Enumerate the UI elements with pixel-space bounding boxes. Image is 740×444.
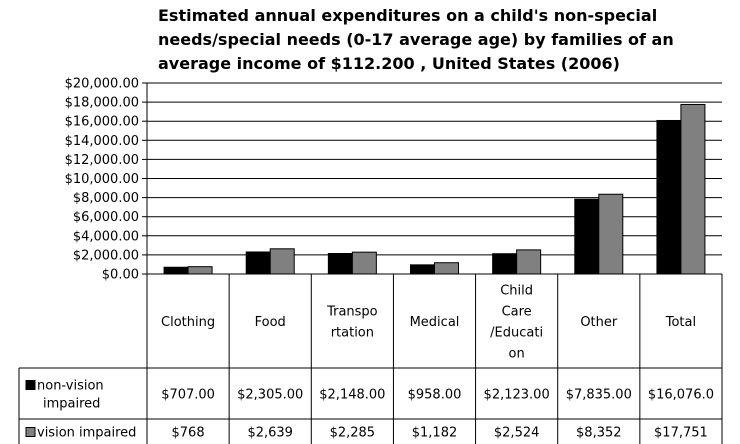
y-tick-label: $4,000.00	[73, 229, 139, 244]
category-label: Food	[255, 315, 286, 330]
legend-swatch	[25, 380, 36, 390]
table-cell-value: $2,524	[494, 426, 540, 441]
table-cell-value: $7,835.00	[566, 388, 632, 403]
bar-non-vision-impaired	[574, 198, 600, 275]
gridlines	[147, 82, 722, 275]
y-tick-label: $16,000.00	[65, 115, 139, 130]
table-cell-value: $707.00	[161, 388, 215, 403]
bar-non-vision-impaired	[410, 264, 435, 275]
y-tick-label: $2,000.00	[73, 248, 139, 263]
category-label: Transpo	[326, 305, 378, 320]
table-cell-value: $2,148.00	[319, 388, 385, 403]
bar-vision-impaired	[680, 103, 706, 275]
y-tick-label: $18,000.00	[65, 96, 139, 111]
bar-non-vision-impaired	[163, 266, 189, 275]
table-cell-value: $958.00	[408, 388, 462, 403]
bar-non-vision-impaired	[492, 253, 518, 275]
bar-vision-impaired	[351, 251, 377, 275]
table-cell-value: $2,305.00	[237, 388, 303, 403]
bar-vision-impaired	[187, 266, 213, 275]
category-label: Total	[665, 315, 696, 330]
data-table: Clothing Food Transpo rtation Medical Child Ca…	[18, 274, 723, 444]
y-tick-label: $6,000.00	[73, 210, 139, 225]
bars	[163, 103, 706, 275]
legend-label: non-vision	[37, 379, 104, 394]
bar-non-vision-impaired	[656, 119, 682, 275]
legend-label: impaired	[43, 397, 100, 412]
category-label: Care	[502, 305, 532, 320]
chart-title: Estimated annual expenditures on a child…	[158, 6, 674, 73]
table-cell-value: $2,123.00	[484, 388, 550, 403]
category-label: Medical	[410, 315, 460, 330]
legend-label: vision impaired	[37, 426, 136, 441]
table-cell-value: $17,751	[654, 426, 708, 441]
bar-vision-impaired	[516, 249, 542, 275]
y-tick-label: $20,000.00	[65, 77, 139, 92]
table-cell-value: $16,076.0	[648, 388, 714, 403]
table-cell-value: $2,285	[330, 426, 376, 441]
table-cell-value: $1,182	[412, 426, 458, 441]
category-label: on	[509, 347, 525, 362]
category-label: Child	[500, 284, 533, 299]
category-label: /Educati	[490, 326, 543, 341]
y-tick-label: $10,000.00	[65, 172, 139, 187]
legend-swatch	[25, 427, 36, 437]
category-label: rtation	[331, 326, 374, 341]
bar-non-vision-impaired	[245, 251, 271, 275]
category-label: Clothing	[161, 315, 215, 330]
bar-vision-impaired	[269, 248, 295, 275]
table-cell-value: $768	[172, 426, 205, 441]
bar-vision-impaired	[598, 193, 624, 275]
category-label: Other	[580, 315, 618, 330]
y-axis: $0.00 $2,000.00 $4,000.00 $6,000.00 $8,000.0…	[65, 77, 148, 283]
bar-non-vision-impaired	[327, 252, 353, 275]
table-cell-value: $8,352	[576, 426, 622, 441]
y-tick-label: $12,000.00	[65, 153, 139, 168]
bar-vision-impaired	[434, 262, 459, 275]
y-tick-label: $14,000.00	[65, 134, 139, 149]
y-tick-label: $8,000.00	[73, 191, 139, 206]
y-tick-label: $0.00	[102, 268, 139, 283]
table-cell-value: $2,639	[247, 426, 293, 441]
